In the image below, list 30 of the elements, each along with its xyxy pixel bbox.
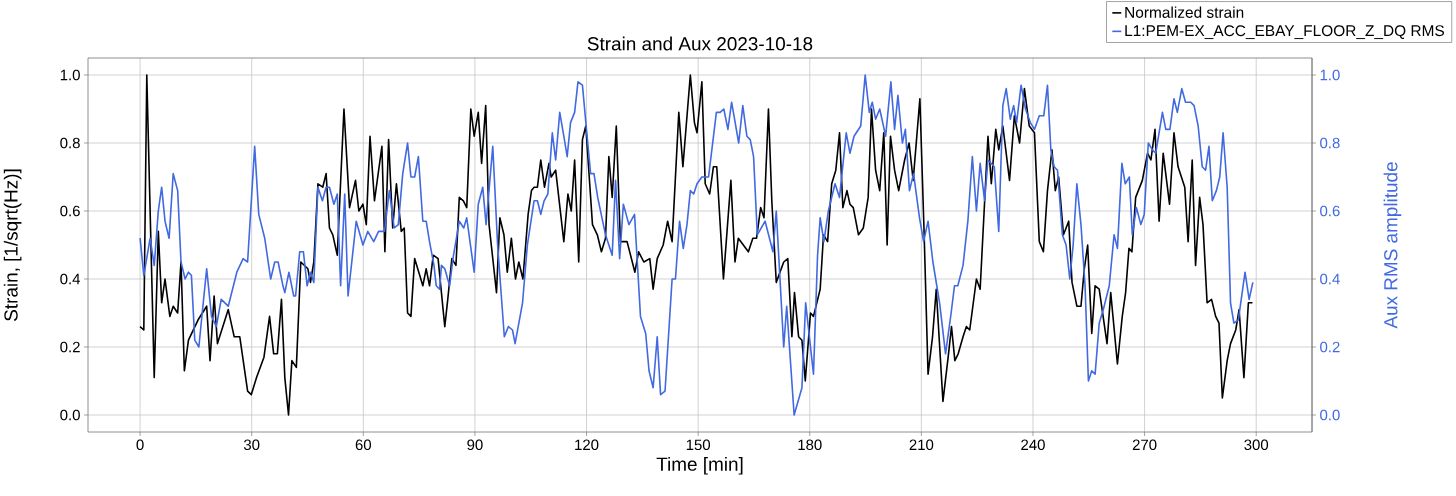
y-tick-label: 0.8 bbox=[60, 137, 80, 149]
x-tick-label: 60 bbox=[355, 439, 372, 451]
y2-tick-label: 0.6 bbox=[1320, 205, 1340, 217]
x-tick-label: 150 bbox=[686, 439, 711, 451]
y-tick-label: 0.4 bbox=[60, 273, 81, 285]
x-tick-label: 240 bbox=[1021, 439, 1045, 451]
y-tick-label: 1.0 bbox=[60, 69, 80, 81]
y2-tick-label: 1.0 bbox=[1320, 69, 1340, 81]
x-axis-title: Time [min] bbox=[656, 456, 743, 475]
y-axis-title: Strain, [1/sqrt(Hz)] bbox=[3, 169, 22, 321]
chart-title: Strain and Aux 2023-10-18 bbox=[587, 36, 813, 51]
y2-axis-title: Aux RMS amplitude bbox=[1383, 162, 1402, 329]
y-tick-label: 0.0 bbox=[60, 409, 80, 421]
legend-label: L1:PEM-EX_ACC_EBAY_FLOOR_Z_DQ RMS bbox=[1125, 25, 1445, 40]
y2-tick-label: 0.2 bbox=[1320, 341, 1340, 353]
x-tick-label: 90 bbox=[467, 439, 483, 451]
legend-label: Normalized strain bbox=[1125, 6, 1244, 18]
y2-tick-label: 0.0 bbox=[1320, 409, 1340, 421]
x-tick-label: 180 bbox=[798, 439, 822, 451]
y-tick-label: 0.6 bbox=[60, 205, 80, 217]
x-tick-label: 300 bbox=[1244, 439, 1269, 451]
x-tick-label: 270 bbox=[1132, 439, 1157, 451]
y2-tick-label: 0.8 bbox=[1320, 137, 1340, 149]
line-series bbox=[139, 74, 1254, 416]
y2-tick-label: 0.4 bbox=[1320, 273, 1340, 285]
x-tick-label: 120 bbox=[575, 439, 599, 451]
x-tick-label: 0 bbox=[136, 439, 144, 451]
x-tick-label: 30 bbox=[243, 439, 260, 451]
x-tick-label: 210 bbox=[909, 439, 934, 451]
y-tick-label: 0.2 bbox=[60, 341, 80, 353]
